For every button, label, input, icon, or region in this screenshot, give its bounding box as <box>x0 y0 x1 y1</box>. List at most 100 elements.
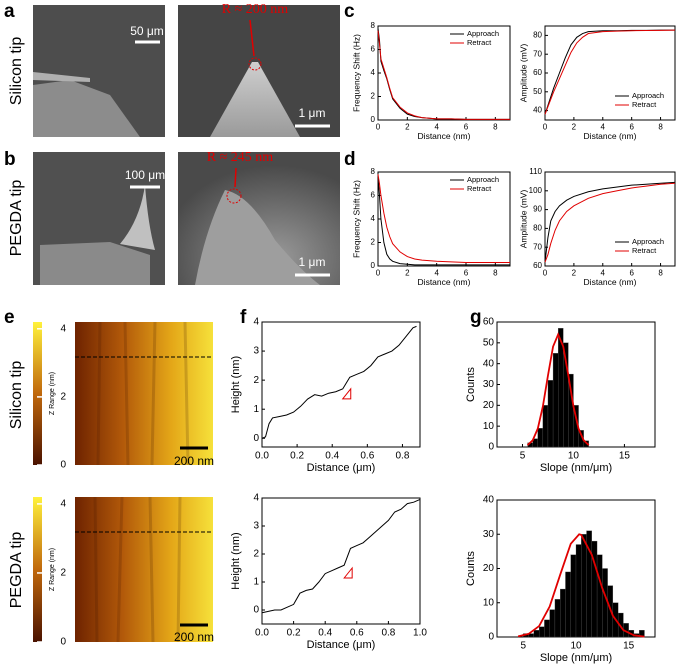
y-tick-label: 40 <box>483 358 495 369</box>
x-tick-label: 4 <box>434 122 439 131</box>
y-tick-label: 110 <box>529 167 542 176</box>
data-line <box>544 182 676 263</box>
colorbar-tick-label: 4 <box>60 323 66 334</box>
y-axis-label: Frequency Shift (Hz) <box>351 180 361 258</box>
row-label: Silicon tip <box>8 37 25 106</box>
colorbar-tick-label: 0 <box>60 637 66 648</box>
afm-image <box>75 497 213 642</box>
y-tick-label: 0 <box>371 261 376 270</box>
y-tick-label: 0 <box>488 442 494 453</box>
afm-images <box>33 321 213 643</box>
colorbar-tick-label: 0 <box>60 460 66 471</box>
y-tick-label: 1 <box>253 404 259 415</box>
y-axis-label: Frequency Shift (Hz) <box>351 34 361 112</box>
y-tick-label: 80 <box>533 224 542 233</box>
x-tick-label: 2 <box>405 268 410 277</box>
legend-label: Retract <box>467 38 492 47</box>
y-tick-label: 10 <box>483 421 495 432</box>
y-tick-label: 50 <box>483 337 495 348</box>
tip-radius: R ≈ 200 nm <box>222 2 289 17</box>
y-axis-label: Height (nm) <box>230 532 242 589</box>
x-tick-label: 2 <box>572 268 577 277</box>
histogram-bar <box>552 353 559 448</box>
tip-circle <box>248 57 262 71</box>
scale-bar-label: 100 μm <box>125 168 165 182</box>
slope-marker <box>341 387 352 400</box>
histogram-bar <box>537 428 544 448</box>
histogram-bar <box>547 380 554 448</box>
x-tick-label: 6 <box>464 122 469 131</box>
y-tick-label: 3 <box>253 521 259 532</box>
y-tick-label: 2 <box>371 238 376 247</box>
legend-label: Retract <box>467 184 492 193</box>
y-axis-label: Amplitude (mV) <box>518 44 528 103</box>
x-tick-label: 5 <box>521 641 527 652</box>
scale-bar-label: 1 μm <box>299 106 326 120</box>
x-tick-label: 4 <box>601 122 606 131</box>
histogram-bar <box>533 630 540 638</box>
x-tick-label: 15 <box>619 451 631 462</box>
panel-label: e <box>4 307 15 328</box>
panel-label: g <box>470 307 482 328</box>
row-label: Silicon tip <box>8 361 25 430</box>
x-tick-label: 4 <box>434 268 439 277</box>
x-tick-label: 0 <box>376 122 381 131</box>
tip-circle <box>226 188 242 204</box>
y-tick-label: 60 <box>533 68 542 77</box>
y-tick-label: 30 <box>483 529 495 540</box>
histogram-bar <box>565 571 571 638</box>
y-axis-label: Height (nm) <box>230 356 242 413</box>
y-tick-label: 2 <box>253 549 259 560</box>
x-tick-label: 15 <box>623 641 635 652</box>
y-tick-label: 70 <box>533 242 542 251</box>
histogram-bar <box>560 588 566 638</box>
x-tick-label: 0.6 <box>350 628 364 639</box>
y-tick-label: 0 <box>253 433 259 444</box>
colorbar-tick-label: 4 <box>60 499 66 510</box>
panel-label: a <box>4 1 15 22</box>
y-tick-label: 4 <box>253 493 259 504</box>
y-tick-label: 8 <box>371 167 376 176</box>
afm-image <box>75 322 213 465</box>
x-tick-label: 0.2 <box>290 451 304 462</box>
scale-bar-label: 50 μm <box>130 24 164 38</box>
panel-label: c <box>344 1 355 22</box>
y-tick-label: 10 <box>483 597 495 608</box>
y-tick-label: 80 <box>533 31 542 40</box>
y-axis-label: Amplitude (mV) <box>518 190 528 249</box>
slope-marker <box>343 566 353 579</box>
x-tick-label: 0.4 <box>325 451 339 462</box>
y-tick-label: 1 <box>253 577 259 588</box>
x-tick-label: 0.8 <box>381 628 395 639</box>
plot-frame <box>544 171 676 267</box>
fit-curve <box>526 332 590 446</box>
x-tick-label: 0.0 <box>255 451 269 462</box>
x-tick-label: 10 <box>568 451 580 462</box>
legend-label: Retract <box>632 100 657 109</box>
x-tick-label: 0.2 <box>287 628 301 639</box>
y-tick-label: 60 <box>483 317 495 328</box>
tip-radius: R ≈ 245 nm <box>207 150 274 165</box>
histogram-bar <box>575 544 582 638</box>
legend-label: Approach <box>467 29 499 38</box>
x-tick-label: 8 <box>493 122 498 131</box>
panel-label: d <box>344 149 356 170</box>
scale-bar-label: 200 nm <box>174 630 214 644</box>
y-tick-label: 0 <box>488 632 494 643</box>
x-axis-label: Distance (μm) <box>307 462 376 474</box>
data-line <box>544 181 676 263</box>
sem-tip <box>195 190 320 285</box>
row-label: PEGDA tip <box>8 532 25 609</box>
x-axis-label: Slope (nm/μm) <box>540 462 612 474</box>
data-line <box>377 174 510 263</box>
histogram-bar <box>581 534 587 638</box>
y-tick-label: 40 <box>483 495 495 506</box>
legend-label: Approach <box>632 91 664 100</box>
x-axis-label: Distance (nm) <box>584 131 637 141</box>
y-tick-label: 90 <box>533 205 542 214</box>
colorbar-label: Z Range (nm) <box>49 548 56 591</box>
x-tick-label: 0 <box>376 268 381 277</box>
fit-curve <box>517 533 645 638</box>
colorbar <box>33 322 42 465</box>
x-tick-label: 0.8 <box>395 451 409 462</box>
